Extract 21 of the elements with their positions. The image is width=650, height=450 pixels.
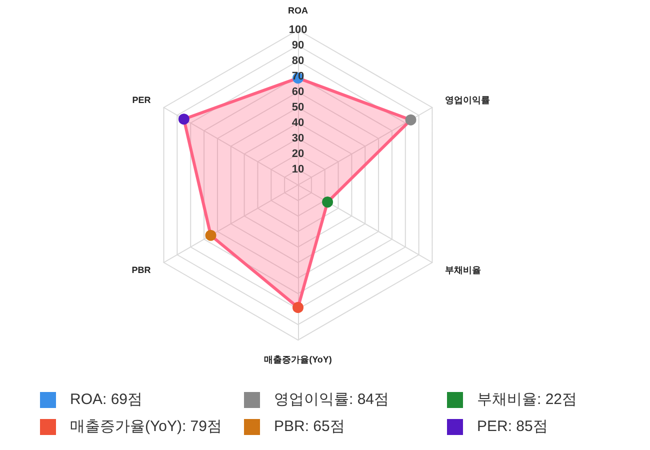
spoke-label: PER [132, 95, 152, 105]
text: PER: 85점 [477, 418, 548, 435]
y-tick-label: 40 [292, 117, 304, 129]
y-tick-label: 10 [292, 164, 304, 176]
spoke-label: 부채비율 [445, 265, 482, 275]
text: 매출증가율(YoY): 79점 [70, 418, 222, 435]
y-tick-label: 50 [292, 102, 304, 114]
y-tick-label: 90 [292, 40, 304, 52]
y-tick-label: 60 [292, 86, 304, 98]
y-tick-label: 80 [292, 55, 304, 67]
spoke-label: 영업이익률 [445, 95, 490, 105]
y-tick-label: 100 [288, 24, 308, 36]
y-tick-label: 30 [292, 132, 304, 144]
spoke-label: PBR [132, 265, 152, 275]
text: PBR: 65점 [274, 418, 345, 435]
spoke-label: ROA [288, 6, 308, 16]
text: ROA: 69점 [70, 391, 143, 408]
text: 부채비율: 22점 [477, 391, 578, 408]
text: 영업이익률: 84점 [274, 391, 390, 408]
y-tick-label: 20 [292, 148, 304, 160]
spoke-label: 매출증가율(YoY) [264, 354, 332, 364]
